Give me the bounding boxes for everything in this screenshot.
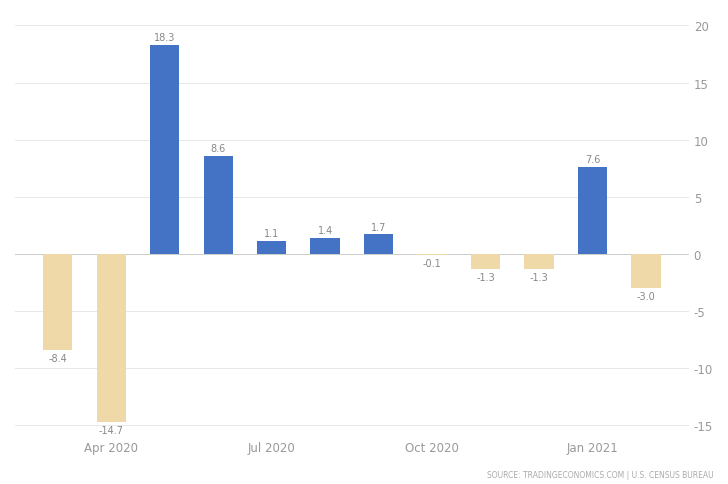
Bar xyxy=(311,238,340,254)
Bar xyxy=(257,242,286,254)
Bar xyxy=(150,46,180,254)
Text: 7.6: 7.6 xyxy=(585,155,601,165)
Text: 18.3: 18.3 xyxy=(154,33,175,43)
Bar xyxy=(471,254,500,269)
Bar xyxy=(631,254,661,288)
Text: 1.7: 1.7 xyxy=(371,222,387,232)
Bar xyxy=(204,156,233,254)
Text: -14.7: -14.7 xyxy=(99,425,124,435)
Text: SOURCE: TRADINGECONOMICS.COM | U.S. CENSUS BUREAU: SOURCE: TRADINGECONOMICS.COM | U.S. CENS… xyxy=(487,470,713,479)
Text: -3.0: -3.0 xyxy=(637,291,655,302)
Text: 8.6: 8.6 xyxy=(210,143,226,153)
Text: -8.4: -8.4 xyxy=(48,353,67,363)
Text: -0.1: -0.1 xyxy=(423,258,442,268)
Text: -1.3: -1.3 xyxy=(476,272,495,282)
Bar xyxy=(578,167,607,254)
Bar xyxy=(417,254,447,256)
Text: 1.1: 1.1 xyxy=(264,229,280,239)
Text: 1.4: 1.4 xyxy=(317,226,333,236)
Bar xyxy=(43,254,73,350)
Text: -1.3: -1.3 xyxy=(530,272,548,282)
Bar xyxy=(364,235,393,254)
Bar xyxy=(524,254,554,269)
Bar xyxy=(97,254,126,422)
